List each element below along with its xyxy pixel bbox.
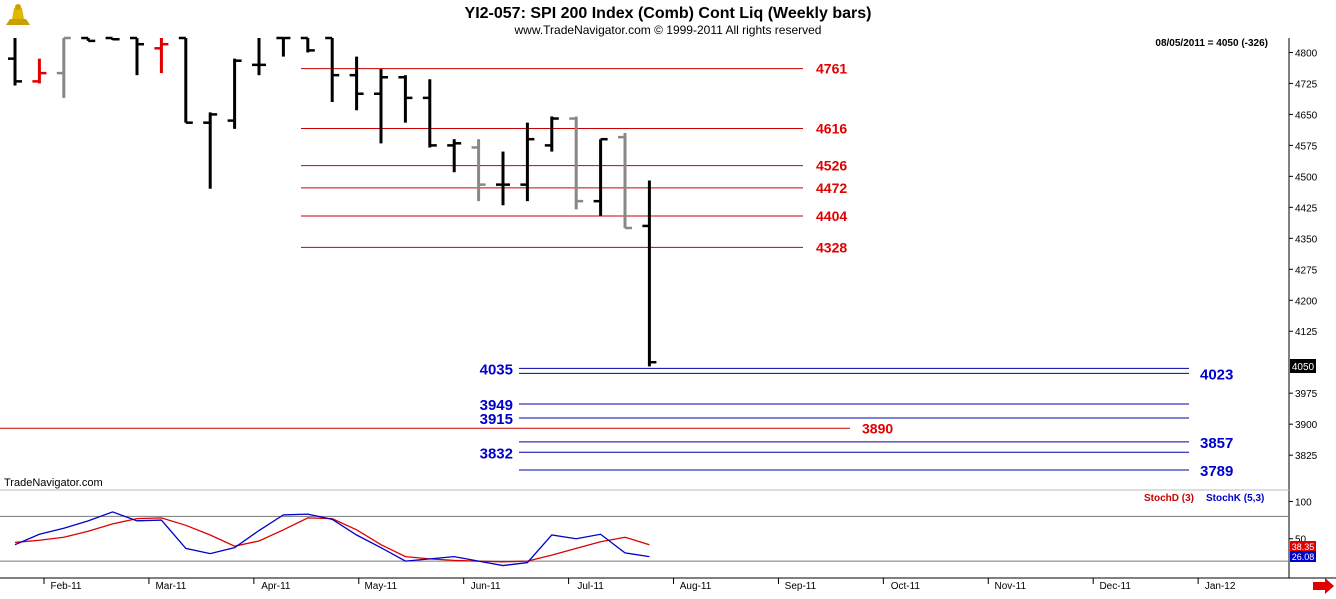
x-tick-label: Dec-11 xyxy=(1099,581,1131,592)
ohlc-bar xyxy=(203,112,218,189)
x-tick-label: Jan-12 xyxy=(1205,581,1236,592)
ohlc-bar xyxy=(8,38,22,86)
x-tick-label: Aug-11 xyxy=(680,581,712,592)
resistance-label: 4761 xyxy=(816,61,847,77)
stoch-d-value-tag: 38.35 xyxy=(1290,541,1316,552)
ohlc-bar xyxy=(642,180,657,367)
last-price-tag: 4050 xyxy=(1290,359,1316,373)
ohlc-bar xyxy=(252,38,266,76)
support-label: 4023 xyxy=(1200,366,1233,383)
ohlc-bar xyxy=(374,68,388,144)
ohlc-bar xyxy=(105,36,120,41)
stoch-k-value-tag: 26.08 xyxy=(1290,551,1316,562)
ohlc-bar xyxy=(56,36,71,98)
resistance-label: 4328 xyxy=(816,239,847,255)
x-tick-label: Jul-11 xyxy=(577,581,604,592)
x-tick-label: May-11 xyxy=(364,581,397,592)
resistance-label: 4472 xyxy=(816,180,847,196)
watermark-text: TradeNavigator.com xyxy=(4,477,103,489)
copyright-text: www.TradeNavigator.com © 1999-2011 All r… xyxy=(514,23,822,37)
stoch-tick-label: 100 xyxy=(1295,497,1312,508)
price-tick-label: 4650 xyxy=(1295,110,1318,121)
price-tick-label: 4725 xyxy=(1295,79,1318,90)
resistance-label: 4526 xyxy=(816,158,847,174)
ohlc-bar xyxy=(178,36,193,124)
x-tick-label: Nov-11 xyxy=(995,581,1027,592)
ohlc-bar xyxy=(496,151,510,206)
x-tick-label: Feb-11 xyxy=(51,581,82,592)
price-tick-label: 4350 xyxy=(1295,234,1318,245)
stoch-series-line xyxy=(14,511,650,567)
stoch-d-value: 38.35 xyxy=(1292,542,1315,552)
support-label: 3949 xyxy=(480,397,513,414)
ohlc-bar xyxy=(81,36,96,43)
scroll-right-arrow-icon[interactable] xyxy=(1313,578,1334,594)
support-label: 3832 xyxy=(480,445,513,462)
price-tick-label: 4125 xyxy=(1295,327,1318,338)
resistance-label: 4404 xyxy=(816,208,847,224)
legend-stoch-d: StochD (3) xyxy=(1144,493,1194,504)
legend-stoch-k: StochK (5,3) xyxy=(1206,493,1264,504)
x-tick-label: Sep-11 xyxy=(785,581,817,592)
price-tick-label: 4275 xyxy=(1295,265,1318,276)
x-tick-label: Oct-11 xyxy=(891,581,921,592)
price-tick-label: 3900 xyxy=(1295,420,1318,431)
chart-title: YI2-057: SPI 200 Index (Comb) Cont Liq (… xyxy=(465,5,872,22)
price-tick-label: 3975 xyxy=(1295,389,1318,400)
resistance-label: 4616 xyxy=(816,120,847,136)
ohlc-bar xyxy=(325,36,340,103)
ohlc-bar xyxy=(422,79,437,148)
ohlc-bar xyxy=(618,132,632,230)
ohlc-bar xyxy=(398,75,413,123)
stoch-series-line xyxy=(14,517,650,563)
ohlc-bar xyxy=(349,56,364,111)
ohlc-bar xyxy=(130,36,144,76)
stoch-tick-label: 50 xyxy=(1295,535,1307,546)
price-tick-label: 4575 xyxy=(1295,141,1318,152)
price-bars xyxy=(8,36,657,367)
x-tick-label: Jun-11 xyxy=(471,581,501,592)
x-tick-label: Mar-11 xyxy=(155,581,186,592)
support-label: 4035 xyxy=(480,361,513,378)
ohlc-bar xyxy=(520,122,535,202)
ohlc-bar xyxy=(32,58,47,84)
stoch-k-value: 26.08 xyxy=(1292,552,1315,562)
ohlc-bar xyxy=(447,139,462,173)
level-lines: 4761 4616 4526 4472 4404 4328 3890 4035 4023 3949… xyxy=(0,61,1233,480)
ohlc-bar xyxy=(154,38,169,74)
ohlc-bar xyxy=(471,139,486,202)
stochastic-panel: 100 50 xyxy=(0,497,1312,567)
support-label: 3915 xyxy=(480,411,513,428)
price-tick-label: 4800 xyxy=(1295,48,1318,59)
time-axis: Feb-11 Mar-11 Apr-11 May-11 Jun-11 Jul-11 Aug-… xyxy=(43,578,1236,592)
price-tick-label: 4200 xyxy=(1295,296,1318,307)
ohlc-bar xyxy=(227,58,242,129)
support-label: 3789 xyxy=(1200,463,1233,480)
long-level-label: 3890 xyxy=(862,420,893,436)
ohlc-bar xyxy=(300,36,315,53)
ohlc-bar xyxy=(593,137,608,216)
ohlc-bar xyxy=(276,36,291,57)
logo-icon xyxy=(3,3,33,29)
price-axis-ticks: 4800 4725 4650 4575 4500 4425 4350 4275 4200 4125… xyxy=(1289,48,1318,462)
x-tick-label: Apr-11 xyxy=(261,581,291,592)
support-label: 3857 xyxy=(1200,435,1233,452)
price-tick-label: 3825 xyxy=(1295,451,1318,462)
ohlc-bar xyxy=(569,116,584,210)
last-price-label: 4050 xyxy=(1292,362,1315,373)
ohlc-bar xyxy=(544,116,559,152)
price-readout: 08/05/2011 = 4050 (-326) xyxy=(1155,38,1268,49)
price-tick-label: 4425 xyxy=(1295,203,1318,214)
price-tick-label: 4500 xyxy=(1295,172,1318,183)
